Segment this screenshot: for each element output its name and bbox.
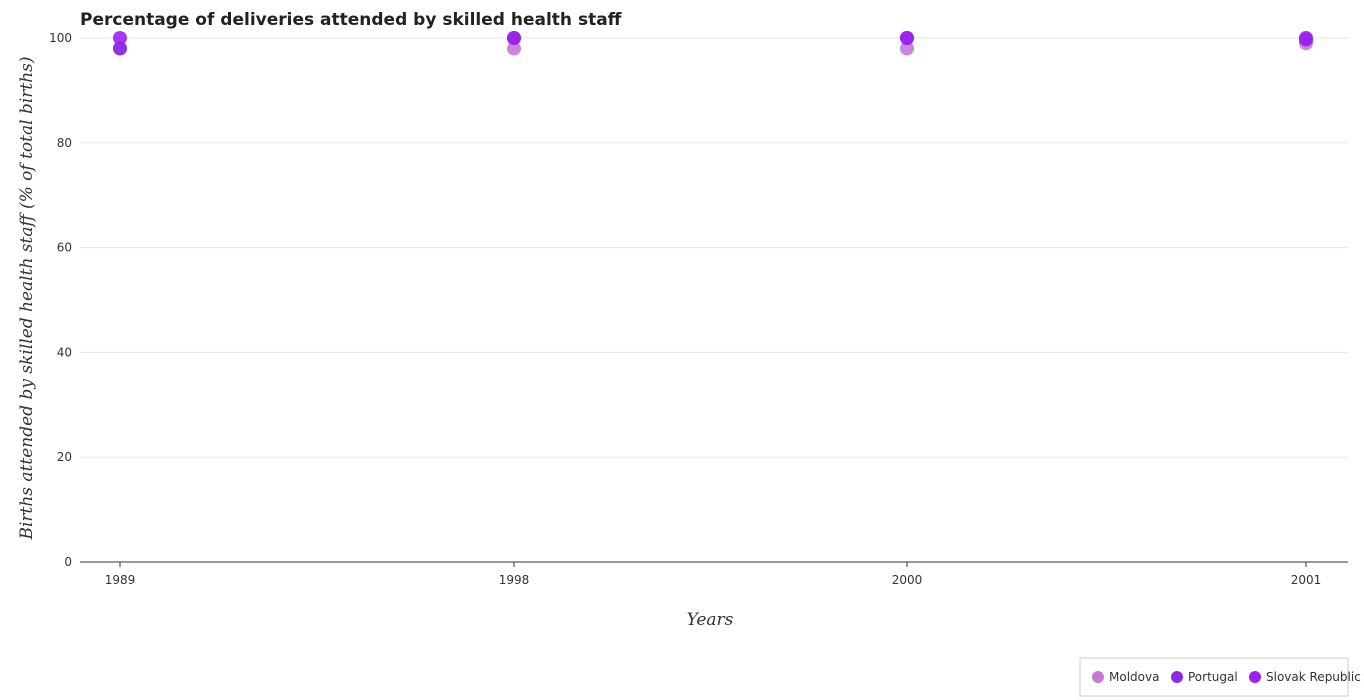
data-point — [113, 31, 127, 45]
y-ticks: 0 20 40 60 80 100 — [49, 31, 72, 569]
x-tick-label: 1989 — [105, 573, 136, 587]
series-slovak-republic — [113, 31, 1313, 47]
y-axis-label: Births attended by skilled health staff … — [17, 56, 37, 540]
x-axis-label: Years — [687, 610, 734, 630]
legend-marker — [1171, 671, 1183, 683]
data-points — [113, 31, 1313, 56]
legend-marker — [1092, 671, 1104, 683]
data-point — [113, 41, 127, 56]
data-point — [507, 41, 521, 56]
legend-label: Moldova — [1109, 670, 1159, 684]
legend-box — [1079, 657, 1349, 697]
y-tick-label: 80 — [57, 136, 72, 150]
x-tick-label: 2000 — [892, 573, 923, 587]
y-tick-label: 0 — [64, 555, 72, 569]
y-tick-label: 40 — [57, 345, 72, 359]
y-tick-label: 100 — [49, 31, 72, 45]
y-tick-label: 20 — [57, 450, 72, 464]
legend: Moldova Portugal Slovak Republic — [1079, 657, 1361, 697]
x-ticks: 1989 1998 2000 2001 — [105, 562, 1322, 587]
data-point — [900, 31, 914, 45]
x-tick-label: 2001 — [1291, 573, 1322, 587]
x-tick-label: 1998 — [499, 573, 530, 587]
y-tick-label: 60 — [57, 241, 72, 255]
chart-title: Percentage of deliveries attended by ski… — [80, 10, 622, 30]
legend-label: Slovak Republic — [1266, 670, 1361, 684]
legend-label: Portugal — [1188, 670, 1238, 684]
legend-marker — [1249, 671, 1261, 683]
plot-area: 0 20 40 60 80 100 1989 1998 2000 2001 — [49, 31, 1348, 587]
data-point — [507, 31, 521, 45]
data-point — [1299, 32, 1313, 47]
data-point — [900, 41, 914, 56]
